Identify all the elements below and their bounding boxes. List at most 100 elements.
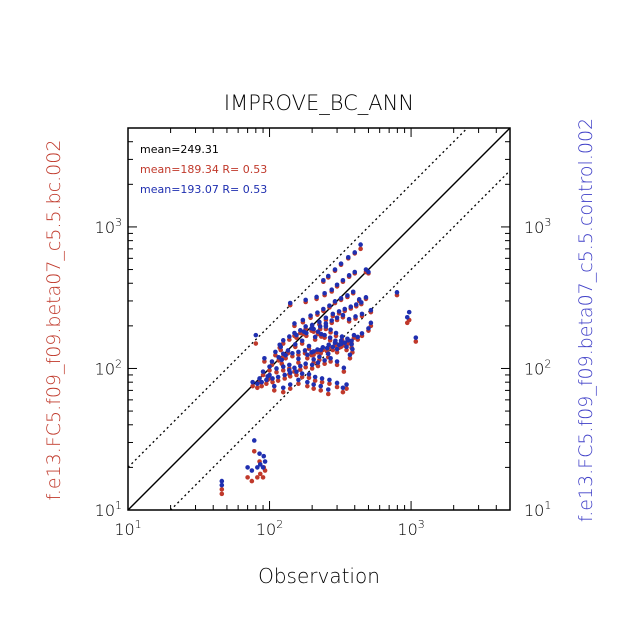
data-point-control: [324, 345, 330, 351]
data-point-bc: [328, 359, 333, 364]
data-point-control: [269, 359, 275, 364]
data-point-control: [351, 332, 357, 338]
data-point-control: [260, 369, 266, 374]
y-tick-label-left: 103: [95, 216, 122, 237]
data-point-bc: [318, 350, 324, 356]
data-point-bc: [334, 350, 340, 355]
data-point-control: [312, 374, 318, 380]
data-point-bc: [267, 368, 272, 373]
data-point-control: [309, 322, 315, 328]
data-point-bc: [260, 475, 266, 480]
data-point-control: [345, 255, 351, 260]
data-point-bc: [271, 388, 277, 393]
data-point-bc: [299, 374, 305, 380]
data-point-control: [334, 359, 340, 364]
data-point-control: [315, 310, 320, 315]
data-point-control: [318, 383, 324, 389]
data-point-control: [338, 341, 344, 347]
data-point-control: [340, 385, 346, 391]
data-point-control: [330, 311, 336, 317]
data-point-control: [292, 342, 298, 347]
data-point-control: [296, 356, 301, 362]
data-point-control: [321, 306, 326, 312]
data-point-control: [317, 354, 322, 360]
data-point-control: [299, 338, 305, 344]
data-point-control: [279, 357, 285, 363]
data-point-bc: [257, 471, 263, 477]
data-point-control: [334, 346, 340, 352]
data-point-bc: [347, 355, 353, 361]
data-point-control: [285, 348, 291, 353]
stats-line-3: mean=193.07 R= 0.53: [140, 183, 267, 196]
stats-line-2: mean=189.34 R= 0.53: [140, 163, 267, 176]
x-axis-label: Observation: [258, 564, 380, 588]
data-point-control: [301, 329, 307, 334]
data-point-control: [290, 350, 295, 356]
data-point-control: [322, 332, 327, 338]
data-point-control: [358, 242, 363, 247]
data-point-control: [325, 387, 331, 392]
data-point-control: [344, 344, 349, 350]
data-point-control: [306, 343, 312, 349]
data-point-control: [278, 344, 284, 350]
data-point-control: [249, 468, 255, 473]
data-point-control: [340, 312, 346, 318]
data-point-control: [353, 314, 358, 319]
data-point-control: [327, 377, 332, 383]
data-point-bc: [319, 379, 325, 385]
data-point-control: [308, 313, 313, 318]
data-point-control: [332, 299, 338, 304]
data-point-control: [298, 363, 303, 369]
data-point-bc: [264, 381, 269, 387]
data-point-bc: [303, 364, 308, 370]
data-point-control: [341, 365, 347, 371]
data-point-control: [355, 334, 361, 340]
data-point-control: [359, 331, 365, 336]
data-point-control: [406, 309, 412, 315]
data-point-control: [305, 352, 310, 358]
data-point-bc: [322, 361, 327, 367]
data-point-bc: [275, 378, 281, 383]
data-point-control: [262, 459, 268, 464]
data-point-control: [280, 385, 286, 391]
plot-frame: [127, 127, 511, 511]
data-point-bc: [249, 478, 255, 484]
data-point-control: [347, 352, 353, 358]
data-point-bc: [219, 491, 225, 497]
data-point-bc: [344, 386, 349, 391]
data-point-bc: [296, 381, 301, 387]
data-point-bc: [327, 381, 332, 387]
data-point-control: [322, 358, 327, 363]
data-point-control: [349, 338, 354, 344]
y-axis-label-left: f.e13.FC5.f09_f09.beta07_c5.5.bc.002: [43, 140, 65, 501]
data-point-bc: [358, 246, 363, 252]
x-tick-label: 101: [114, 518, 141, 539]
data-point-control: [340, 277, 346, 283]
data-point-control: [323, 324, 329, 329]
data-point-control: [255, 381, 260, 387]
data-point-control: [270, 376, 275, 381]
data-point-control: [294, 369, 299, 374]
data-point-control: [309, 362, 315, 368]
y-tick-label-left: 102: [95, 357, 122, 378]
data-point-control: [368, 320, 374, 326]
data-point-bc: [245, 475, 250, 480]
data-point-control: [359, 300, 364, 305]
data-point-control: [271, 383, 277, 389]
data-point-control: [267, 364, 272, 369]
plot-area: [128, 128, 510, 510]
data-point-bc: [253, 341, 259, 346]
data-point-bc: [312, 378, 318, 383]
data-point-control: [334, 315, 340, 321]
data-point-control: [323, 315, 329, 321]
data-point-control: [292, 321, 297, 326]
data-point-control: [333, 330, 339, 336]
data-point-control: [302, 348, 308, 353]
data-point-control: [315, 329, 321, 334]
data-point-control: [299, 371, 305, 376]
data-point-bc: [280, 389, 286, 395]
data-point-control: [334, 282, 340, 288]
data-point-control: [275, 374, 281, 380]
data-point-control: [368, 307, 374, 313]
